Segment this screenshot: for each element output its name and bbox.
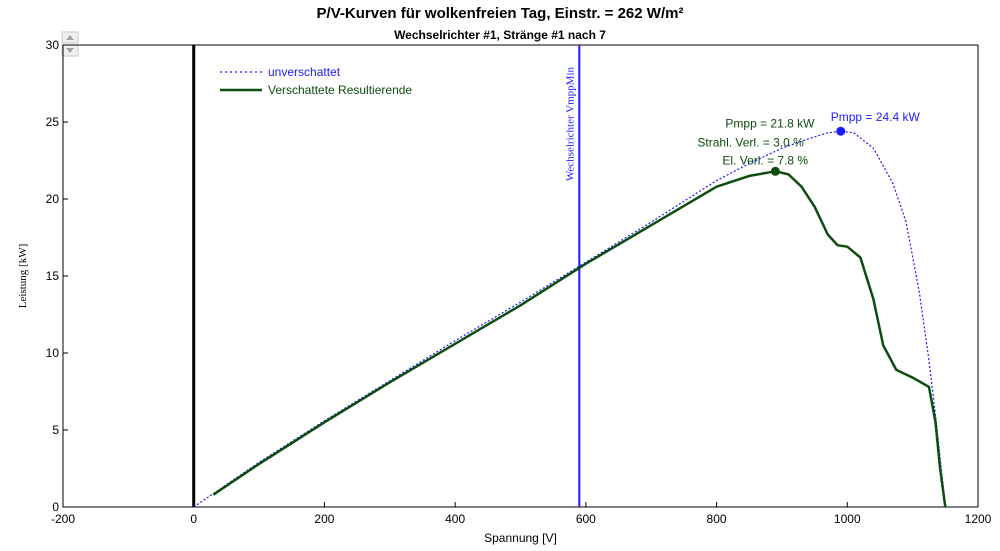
mpp-marker bbox=[836, 126, 846, 136]
x-axis-label: Spannung [V] bbox=[484, 531, 557, 545]
series-group bbox=[193, 130, 947, 508]
y-tick-label: 5 bbox=[52, 423, 59, 437]
mpp-marker bbox=[770, 166, 780, 176]
y-tick-label: 30 bbox=[46, 38, 60, 52]
y-tick-label: 10 bbox=[46, 346, 60, 360]
series-line-2 bbox=[212, 170, 947, 508]
legend-entry: unverschattet bbox=[268, 65, 341, 79]
scroll-down-icon[interactable] bbox=[61, 44, 79, 57]
scroll-up-icon[interactable] bbox=[61, 31, 79, 44]
annotation-text: Strahl. Verl. = 3.0 % bbox=[697, 135, 804, 149]
x-tick-label: 200 bbox=[314, 512, 334, 526]
vertical-lines: Wechselrichter VmppMin bbox=[192, 45, 581, 507]
x-tick-label: -200 bbox=[51, 512, 75, 526]
legend-entry: Verschattete Resultierende bbox=[268, 83, 412, 97]
y-tick-label: 15 bbox=[46, 269, 60, 283]
y-tick-label: 0 bbox=[52, 500, 59, 514]
series-line-1 bbox=[193, 130, 946, 508]
x-tick-label: 400 bbox=[445, 512, 465, 526]
y-tick-label: 25 bbox=[46, 115, 60, 129]
x-tick-label: 0 bbox=[190, 512, 197, 526]
markers: Pmpp = 24.4 kW Pmpp = 21.8 kW Strahl. Verl… bbox=[697, 110, 920, 176]
x-tick-label: 800 bbox=[707, 512, 727, 526]
mpp-label: Pmpp = 21.8 kW bbox=[725, 116, 815, 130]
x-tick-label: 1200 bbox=[965, 512, 992, 526]
annotation-text: El. Verl. = 7.8 % bbox=[722, 153, 808, 167]
legend: unverschattet Verschattete Resultierende bbox=[220, 65, 412, 97]
vertical-line-label: Wechselrichter VmppMin bbox=[564, 67, 576, 182]
mpp-label: Pmpp = 24.4 kW bbox=[831, 110, 921, 124]
x-tick-label: 600 bbox=[576, 512, 596, 526]
chart-title: P/V-Kurven für wolkenfreien Tag, Einstr.… bbox=[317, 5, 684, 22]
x-tick-label: 1000 bbox=[834, 512, 861, 526]
y-tick-label: 20 bbox=[46, 192, 60, 206]
y-axis-label: Leistung [kW] bbox=[17, 244, 29, 308]
chart-subtitle: Wechselrichter #1, Stränge #1 nach 7 bbox=[394, 28, 606, 42]
